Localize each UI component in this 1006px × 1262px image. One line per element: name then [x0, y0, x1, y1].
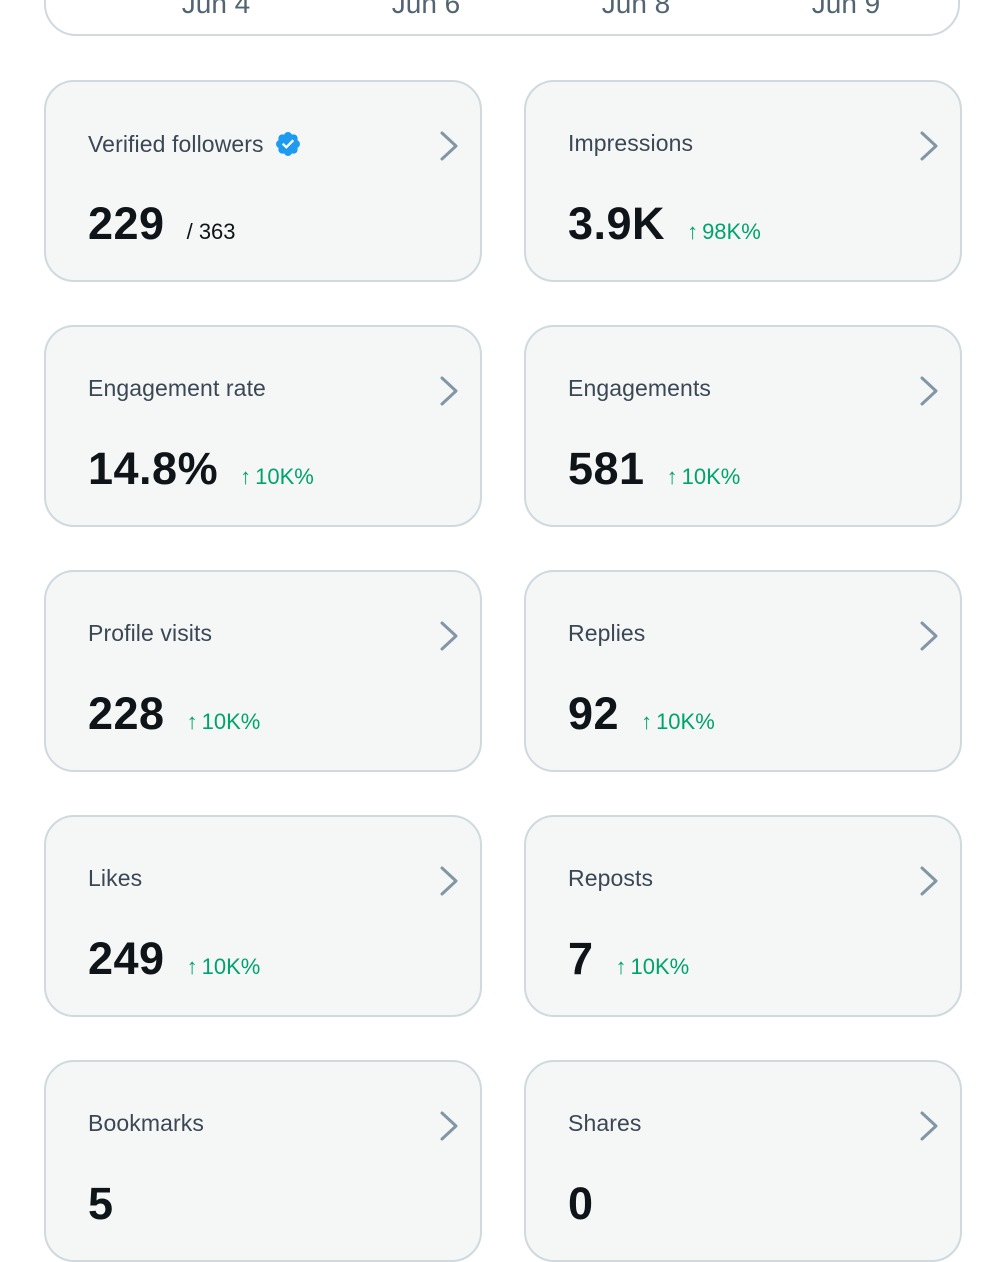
metric-total: / 363 — [186, 219, 236, 244]
metric-delta: ↑ 10K% — [641, 709, 715, 735]
arrow-up-icon: ↑ — [687, 219, 699, 244]
metric-card-reposts[interactable]: Reposts 7 ↑ 10K% — [524, 815, 962, 1017]
chevron-right-icon — [440, 376, 458, 406]
metric-label: Likes — [88, 865, 143, 891]
chevron-right-icon — [920, 1111, 938, 1141]
metric-value: 229 — [88, 198, 165, 249]
metrics-grid: Verified followers 229 / 363 Impressions… — [44, 80, 962, 1262]
metric-value: 14.8% — [88, 443, 219, 494]
metric-label: Bookmarks — [88, 1110, 204, 1136]
metric-delta-value: 10K% — [255, 464, 314, 489]
metric-card-replies[interactable]: Replies 92 ↑ 10K% — [524, 570, 962, 772]
metric-value: 5 — [88, 1178, 114, 1229]
arrow-up-icon: ↑ — [240, 464, 252, 489]
metric-value: 249 — [88, 933, 165, 984]
metric-label: Reposts — [568, 865, 654, 891]
chart-x-tick: Jun 4 — [181, 0, 251, 19]
metric-delta: ↑ 10K% — [187, 709, 261, 735]
metric-delta: ↑ 10K% — [667, 464, 741, 490]
metric-value: 228 — [88, 688, 165, 739]
metric-label: Shares — [568, 1110, 642, 1136]
metric-card-engagement-rate[interactable]: Engagement rate 14.8% ↑ 10K% — [44, 325, 482, 527]
metric-card-verified-followers[interactable]: Verified followers 229 / 363 — [44, 80, 482, 282]
chevron-right-icon — [920, 866, 938, 896]
chart-x-tick: Jun 8 — [601, 0, 671, 19]
chart-x-tick: Jun 6 — [391, 0, 461, 19]
metric-label: Verified followers — [88, 130, 264, 157]
arrow-up-icon: ↑ — [666, 464, 678, 489]
metric-delta-value: 10K% — [656, 709, 715, 734]
metric-card-profile-visits[interactable]: Profile visits 228 ↑ 10K% — [44, 570, 482, 772]
metric-value: 92 — [568, 688, 620, 739]
metric-delta: ↑ 98K% — [687, 219, 761, 245]
metric-value: 3.9K — [568, 198, 666, 249]
arrow-up-icon: ↑ — [615, 954, 627, 979]
metric-value: 581 — [568, 443, 645, 494]
verified-badge-icon — [275, 132, 300, 156]
metric-delta-value: 10K% — [630, 954, 690, 979]
metric-label: Engagements — [568, 375, 712, 401]
arrow-up-icon: ↑ — [186, 709, 198, 734]
metric-delta-value: 98K% — [702, 219, 761, 244]
metric-value: 7 — [568, 933, 594, 984]
metric-card-shares[interactable]: Shares 0 — [524, 1060, 962, 1262]
metric-card-likes[interactable]: Likes 249 ↑ 10K% — [44, 815, 482, 1017]
arrow-up-icon: ↑ — [641, 709, 653, 734]
metric-card-bookmarks[interactable]: Bookmarks 5 — [44, 1060, 482, 1262]
chevron-right-icon — [920, 131, 938, 161]
metric-label: Engagement rate — [88, 375, 266, 401]
metric-delta: ↑ 10K% — [240, 464, 314, 490]
chevron-right-icon — [440, 621, 458, 651]
metric-delta: ↑ 10K% — [616, 954, 690, 980]
metric-value: 0 — [568, 1178, 594, 1229]
chevron-right-icon — [440, 866, 458, 896]
metric-delta-value: 10K% — [201, 954, 261, 979]
chevron-right-icon — [440, 131, 458, 161]
chevron-right-icon — [920, 621, 938, 651]
metric-label: Profile visits — [88, 620, 213, 646]
chevron-right-icon — [440, 1111, 458, 1141]
metric-label: Replies — [568, 620, 646, 646]
arrow-up-icon: ↑ — [186, 954, 198, 979]
chevron-right-icon — [920, 376, 938, 406]
chart-x-tick: Jun 9 — [811, 0, 881, 19]
metric-delta-value: 10K% — [681, 464, 741, 489]
metric-label: Impressions — [568, 130, 694, 156]
metric-delta: ↑ 10K% — [187, 954, 261, 980]
metric-card-impressions[interactable]: Impressions 3.9K ↑ 98K% — [524, 80, 962, 282]
metric-card-engagements[interactable]: Engagements 581 ↑ 10K% — [524, 325, 962, 527]
metric-delta-value: 10K% — [201, 709, 261, 734]
impressions-chart-card: Jun 4 Jun 6 Jun 8 Jun 9 — [44, 0, 960, 36]
